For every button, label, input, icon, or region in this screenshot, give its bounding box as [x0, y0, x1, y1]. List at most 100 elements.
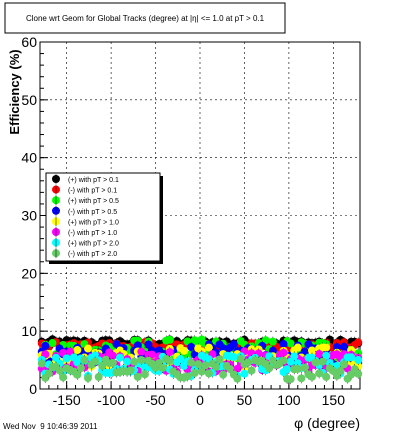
- data-point: [318, 357, 327, 366]
- data-point: [62, 354, 71, 363]
- data-point: [55, 366, 64, 375]
- data-point: [76, 364, 85, 373]
- data-point: [311, 358, 320, 367]
- data-point: [354, 369, 363, 378]
- legend-shadow: [49, 261, 163, 264]
- data-point: [300, 347, 309, 356]
- data-point: [322, 343, 331, 352]
- data-point: [322, 372, 331, 381]
- data-point: [215, 355, 224, 364]
- data-point: [66, 347, 75, 356]
- data-point: [297, 374, 306, 383]
- legend-entry: (-) with pT > 0.5: [68, 209, 117, 216]
- data-point: [73, 370, 82, 379]
- data-point: [279, 348, 288, 357]
- chart-title: Clone wrt Geom for Global Tracks (degree…: [26, 14, 265, 23]
- legend-entry: (+) with pT > 0.5: [68, 198, 119, 205]
- legend-entry: (-) with pT > 0.1: [68, 188, 117, 195]
- data-point: [340, 360, 348, 369]
- data-point: [98, 361, 107, 370]
- y-tick-label: 20: [21, 265, 37, 281]
- data-point: [44, 369, 53, 378]
- data-point: [84, 344, 92, 353]
- data-point: [354, 338, 363, 347]
- legend: (+) with pT > 0.1 (-) with pT > 0.1 (+) wi…: [45, 172, 163, 264]
- data-point: [204, 369, 213, 378]
- data-point: [197, 367, 206, 376]
- data-point: [116, 353, 124, 362]
- data-point: [84, 374, 92, 383]
- data-point: [315, 350, 324, 359]
- data-point: [240, 369, 249, 378]
- data-point: [336, 366, 345, 375]
- data-point: [212, 362, 220, 371]
- data-point: [268, 337, 277, 346]
- y-axis-label: Efficiency (%): [7, 49, 22, 134]
- y-tick-label: 50: [21, 92, 37, 108]
- data-point: [165, 356, 174, 365]
- x-tick-label: -150: [53, 392, 81, 408]
- title-box: Clone wrt Geom for Global Tracks (degree…: [4, 2, 286, 34]
- data-point: [137, 347, 146, 356]
- data-point: [190, 369, 199, 378]
- data-point: [187, 342, 196, 351]
- legend-entry: (-) with pT > 1.0: [68, 230, 117, 237]
- data-point: [204, 343, 213, 352]
- data-point: [229, 340, 238, 349]
- data-point: [130, 357, 139, 366]
- data-point: [123, 357, 132, 366]
- data-point: [244, 358, 252, 367]
- data-point: [126, 366, 135, 375]
- data-point: [347, 353, 356, 362]
- data-point: [293, 343, 302, 352]
- x-tick-label: 100: [277, 392, 301, 408]
- data-point: [233, 374, 242, 383]
- data-point: [219, 370, 228, 379]
- data-point: [290, 352, 299, 361]
- grid: [40, 42, 360, 389]
- data-point: [308, 372, 316, 381]
- data-point: [286, 375, 295, 384]
- data-points: [37, 334, 363, 385]
- data-point: [148, 350, 156, 359]
- timestamp: Wed Nov 9 10:46:39 2011: [3, 422, 98, 431]
- data-point: [52, 353, 60, 362]
- data-point: [158, 363, 167, 372]
- data-point: [48, 339, 57, 348]
- x-axis-label: φ (degree): [294, 415, 360, 431]
- data-point: [137, 355, 146, 364]
- data-point: [283, 365, 292, 374]
- data-point: [37, 359, 46, 368]
- y-tick-label: 60: [21, 34, 37, 50]
- data-point: [73, 346, 82, 355]
- data-point: [165, 348, 174, 357]
- data-point: [265, 364, 274, 373]
- data-point: [322, 351, 331, 360]
- y-tick-label: 40: [21, 150, 37, 166]
- legend-entry: (+) with pT > 1.0: [68, 219, 119, 226]
- data-point: [180, 346, 188, 355]
- legend-box: [45, 172, 161, 262]
- data-point: [108, 351, 117, 360]
- data-point: [354, 356, 363, 365]
- data-point: [144, 340, 153, 349]
- x-tick-label: -50: [145, 392, 165, 408]
- data-point: [279, 356, 288, 365]
- data-point: [41, 341, 50, 350]
- data-point: [201, 361, 210, 370]
- data-point: [187, 358, 196, 367]
- data-point: [315, 369, 324, 378]
- y-axis: 0 10 20 30 40 50 60: [21, 34, 48, 397]
- x-tick-label: 50: [237, 392, 253, 408]
- x-axis: -150 -100 -50 0 50 100 150: [39, 381, 361, 408]
- x-tick-label: 150: [322, 392, 346, 408]
- data-point: [332, 343, 341, 352]
- x-tick-label: 0: [196, 392, 204, 408]
- y-tick-label: 10: [21, 323, 37, 339]
- data-point: [293, 364, 302, 373]
- data-point: [300, 363, 309, 372]
- data-point: [165, 335, 174, 344]
- data-point: [194, 360, 203, 369]
- data-point: [108, 358, 117, 367]
